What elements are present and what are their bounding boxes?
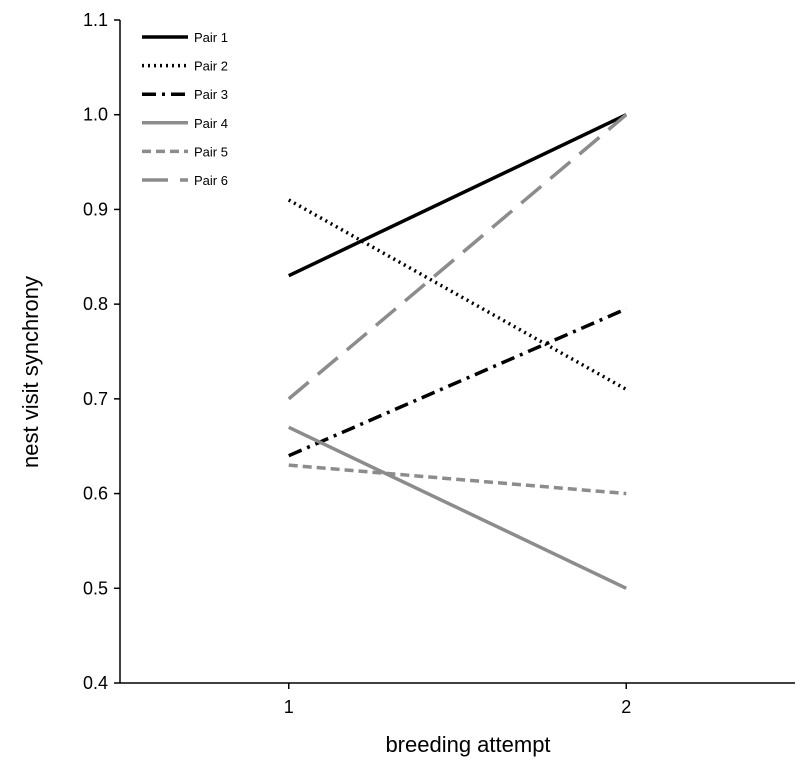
y-tick-label: 0.4 <box>83 673 108 693</box>
legend-label-pair-2: Pair 2 <box>194 59 228 74</box>
y-tick-label: 0.5 <box>83 578 108 598</box>
y-tick-label: 0.9 <box>83 199 108 219</box>
legend-label-pair-1: Pair 1 <box>194 30 228 45</box>
legend-label-pair-3: Pair 3 <box>194 87 228 102</box>
x-tick-label: 1 <box>284 697 294 717</box>
legend-label-pair-5: Pair 5 <box>194 144 228 159</box>
series-line-pair-2 <box>287 198 628 391</box>
y-tick-label: 1.0 <box>83 105 108 125</box>
x-axis-title: breeding attempt <box>385 732 550 757</box>
y-tick-label: 0.7 <box>83 389 108 409</box>
y-axis-ticks: 0.4 0.5 0.6 0.7 0.8 0.9 1.0 1.1 <box>83 10 120 693</box>
y-tick-label: 0.8 <box>83 294 108 314</box>
series-lines <box>287 113 628 590</box>
x-tick-label: 2 <box>621 697 631 717</box>
series-line-pair-3 <box>288 307 627 458</box>
y-tick-label: 1.1 <box>83 10 108 30</box>
series-line-pair-4 <box>287 425 628 590</box>
legend-label-pair-6: Pair 6 <box>194 173 228 188</box>
plot-area <box>119 20 795 684</box>
y-tick-label: 0.6 <box>83 484 108 504</box>
series-line-pair-1 <box>287 113 628 278</box>
legend: Pair 1 Pair 2 Pair 3 Pair 4 Pair 5 Pair 6 <box>142 30 228 188</box>
series-line-pair-6 <box>287 113 628 401</box>
legend-label-pair-4: Pair 4 <box>194 116 228 131</box>
series-line-pair-5 <box>288 463 627 496</box>
y-axis-title: nest visit synchrony <box>18 276 43 468</box>
